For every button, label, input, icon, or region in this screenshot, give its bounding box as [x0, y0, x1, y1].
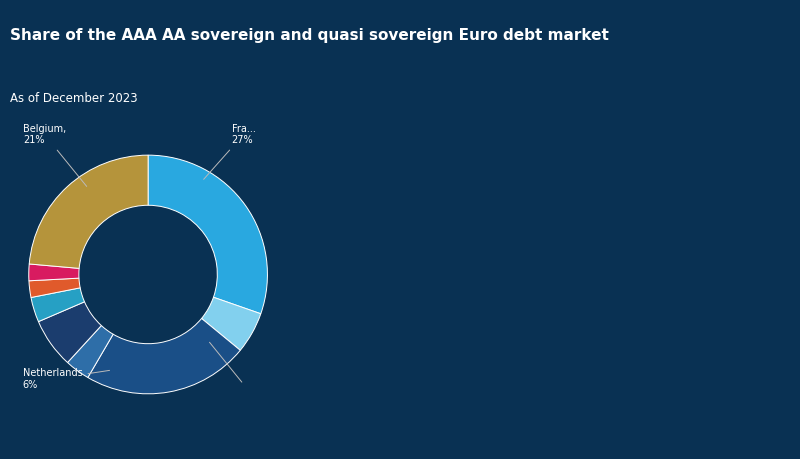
Text: Belgium,
21%: Belgium, 21%	[22, 123, 86, 186]
Wedge shape	[31, 288, 85, 322]
Wedge shape	[30, 155, 148, 269]
Wedge shape	[38, 302, 102, 363]
Wedge shape	[148, 155, 267, 314]
Text: Netherlands
6%: Netherlands 6%	[22, 368, 110, 390]
Wedge shape	[88, 319, 240, 394]
Wedge shape	[202, 297, 261, 350]
Wedge shape	[29, 264, 79, 281]
Text: Fra...
27%: Fra... 27%	[204, 123, 255, 179]
Text: As of December 2023: As of December 2023	[10, 92, 138, 105]
Text: Share of the AAA AA sovereign and quasi sovereign Euro debt market: Share of the AAA AA sovereign and quasi …	[10, 28, 609, 43]
Wedge shape	[29, 278, 80, 297]
Wedge shape	[67, 325, 113, 377]
